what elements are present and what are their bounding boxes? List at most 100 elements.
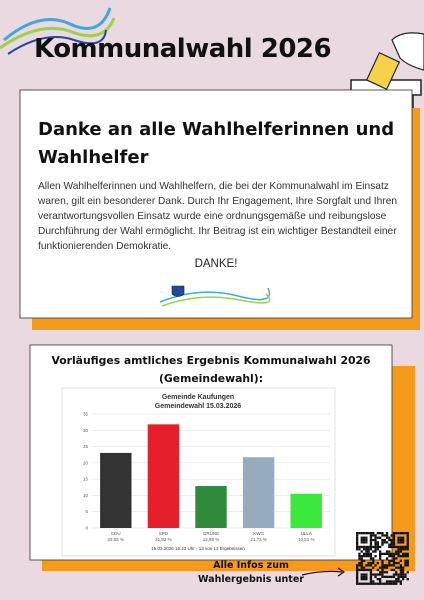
qr-cell [356,575,359,578]
qr-cell [395,561,398,565]
qr-cell [392,552,396,555]
qr-cell [406,541,409,544]
qr-cell [399,532,402,535]
qr-cell [360,538,363,542]
qr-cell [381,543,384,546]
qr-cell [369,555,373,558]
qr-cell [372,545,375,549]
qr-cell [385,571,389,574]
qr-cell [369,543,373,546]
qr-cell [369,534,373,537]
qr-cell [360,559,363,562]
qr-cell [365,538,368,542]
wave [3,7,112,42]
qr-cell [388,538,391,542]
qr-cell [365,564,368,567]
qr-cell [388,580,391,583]
qr-cell [376,578,379,581]
chart-note: 15.03.2026 18:43 Uhr - 13 von 13 Ergebni… [151,546,245,551]
qr-cell [399,580,402,583]
qr-cell [404,552,407,555]
qr-cell [388,552,391,555]
card-closing: DANKE! [194,258,238,270]
qr-cell [399,541,402,544]
qr-cell [397,538,400,542]
qr-cell [385,575,389,578]
qr-cell [392,582,396,585]
bar [195,486,227,528]
qr-cell [406,555,409,558]
qr-cell [388,559,391,562]
qr-cell [379,578,382,581]
qr-cell [356,568,359,572]
x-tick-label: SPD [159,531,169,536]
qr-cell [404,561,407,565]
qr-cell [392,536,396,539]
qr-cell [374,575,377,578]
qr-cell [406,548,409,551]
qr-cell [397,550,400,553]
qr-cell [374,548,377,551]
card-heading: Danke an alle Wahlhelferinnen und Wahlhe… [38,119,395,168]
qr-cell [385,541,389,544]
qr-cell [392,573,396,576]
qr-cell [395,552,398,555]
qr-cell [372,559,375,562]
qr-cell [399,566,402,569]
qr-cell [365,532,368,535]
qr-cell [379,545,382,549]
qr-cell [381,582,384,585]
wave [7,29,107,55]
qr-cell [362,575,366,578]
qr-cell [365,575,368,578]
qr-cell [360,582,363,585]
qr-cell [406,561,409,565]
qr-cell [397,545,400,549]
logo-crest [171,285,185,297]
qr-cell [360,545,363,549]
qr-cell [390,538,393,542]
y-tick-label: 35 [83,412,89,417]
card [19,89,413,319]
qr-cell [372,557,375,560]
arrow [301,570,343,576]
qr-cell [381,564,384,567]
qr-cell [379,555,382,558]
qr-cell [367,561,370,565]
qr-cell [397,552,400,555]
qr-cell [356,566,359,569]
qr-cell [362,559,366,562]
qr-cell [399,548,402,551]
value-label: 10,51 % [298,537,315,542]
qr-cell [369,568,373,572]
qr-cell [399,538,402,542]
qr-cell [383,538,386,542]
qr-cell [399,550,402,553]
qr-cell [365,568,368,572]
qr-cell [390,545,393,549]
qr-cell [390,555,393,558]
value-label: 12,88 % [203,537,220,542]
qr-cell [395,573,398,576]
qr-cell [367,532,370,535]
qr-cell [356,545,359,549]
qr-cell [388,564,391,567]
qr-cell [404,573,407,576]
qr-cell [395,557,398,560]
bar [100,452,132,528]
chart-subtitle: Gemeindewahl 15.03.2026 [155,403,241,410]
qr-cell [397,573,400,576]
qr-cell [385,582,389,585]
qr-cell [399,568,402,572]
qr-cell [376,582,379,585]
qr-cell [365,550,368,553]
qr-cell [374,545,377,549]
qr-cell [392,557,396,560]
qr-cell [356,532,359,535]
qr-cell [404,564,407,567]
qr-cell [356,543,359,546]
qr-cell [385,550,389,553]
qr-cell [372,532,375,535]
qr-cell [406,532,409,535]
qr-cell [388,550,391,553]
